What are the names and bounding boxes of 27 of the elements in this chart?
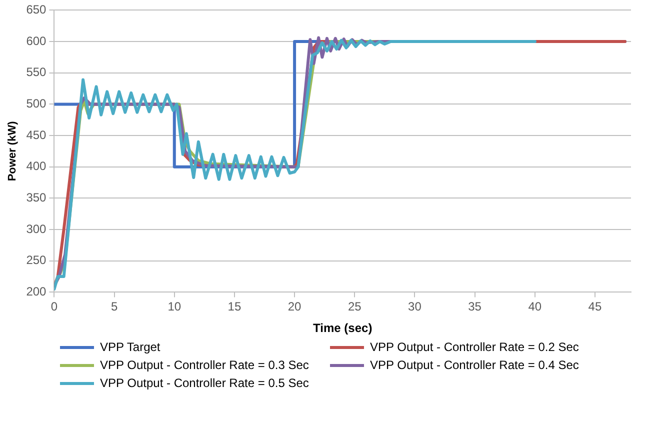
- x-tick-label: 5: [110, 300, 118, 314]
- legend-label: VPP Output - Controller Rate = 0.2 Sec: [370, 340, 579, 354]
- x-tick-label: 40: [528, 300, 542, 314]
- x-tick-label: 35: [468, 300, 482, 314]
- legend-label: VPP Target: [100, 340, 160, 354]
- x-tick-label: 15: [228, 300, 242, 314]
- legend-label: VPP Output - Controller Rate = 0.3 Sec: [100, 358, 309, 372]
- x-tick-label: 45: [588, 300, 602, 314]
- y-tick-label: 350: [26, 190, 47, 205]
- y-tick-label: 400: [26, 159, 47, 174]
- legend-label: VPP Output - Controller Rate = 0.5 Sec: [100, 376, 309, 390]
- y-tick-label: 250: [26, 253, 47, 268]
- x-tick-label: 30: [408, 300, 422, 314]
- y-tick-label: 450: [26, 128, 47, 142]
- x-tick-label: 20: [288, 300, 302, 314]
- y-tick-label: 600: [26, 34, 47, 48]
- x-tick-label: 25: [348, 300, 362, 314]
- x-tick-label: 10: [168, 300, 182, 314]
- legend-label: VPP Output - Controller Rate = 0.4 Sec: [370, 358, 579, 372]
- y-tick-label: 650: [26, 2, 47, 17]
- y-tick-label: 550: [26, 65, 47, 80]
- y-tick-label: 500: [26, 96, 47, 111]
- y-axis-title: Power (kW): [6, 120, 19, 182]
- y-tick-label: 200: [26, 284, 47, 299]
- x-axis-title: Time (sec): [313, 321, 372, 336]
- x-tick-label: 0: [50, 300, 58, 314]
- y-tick-label: 300: [26, 222, 47, 236]
